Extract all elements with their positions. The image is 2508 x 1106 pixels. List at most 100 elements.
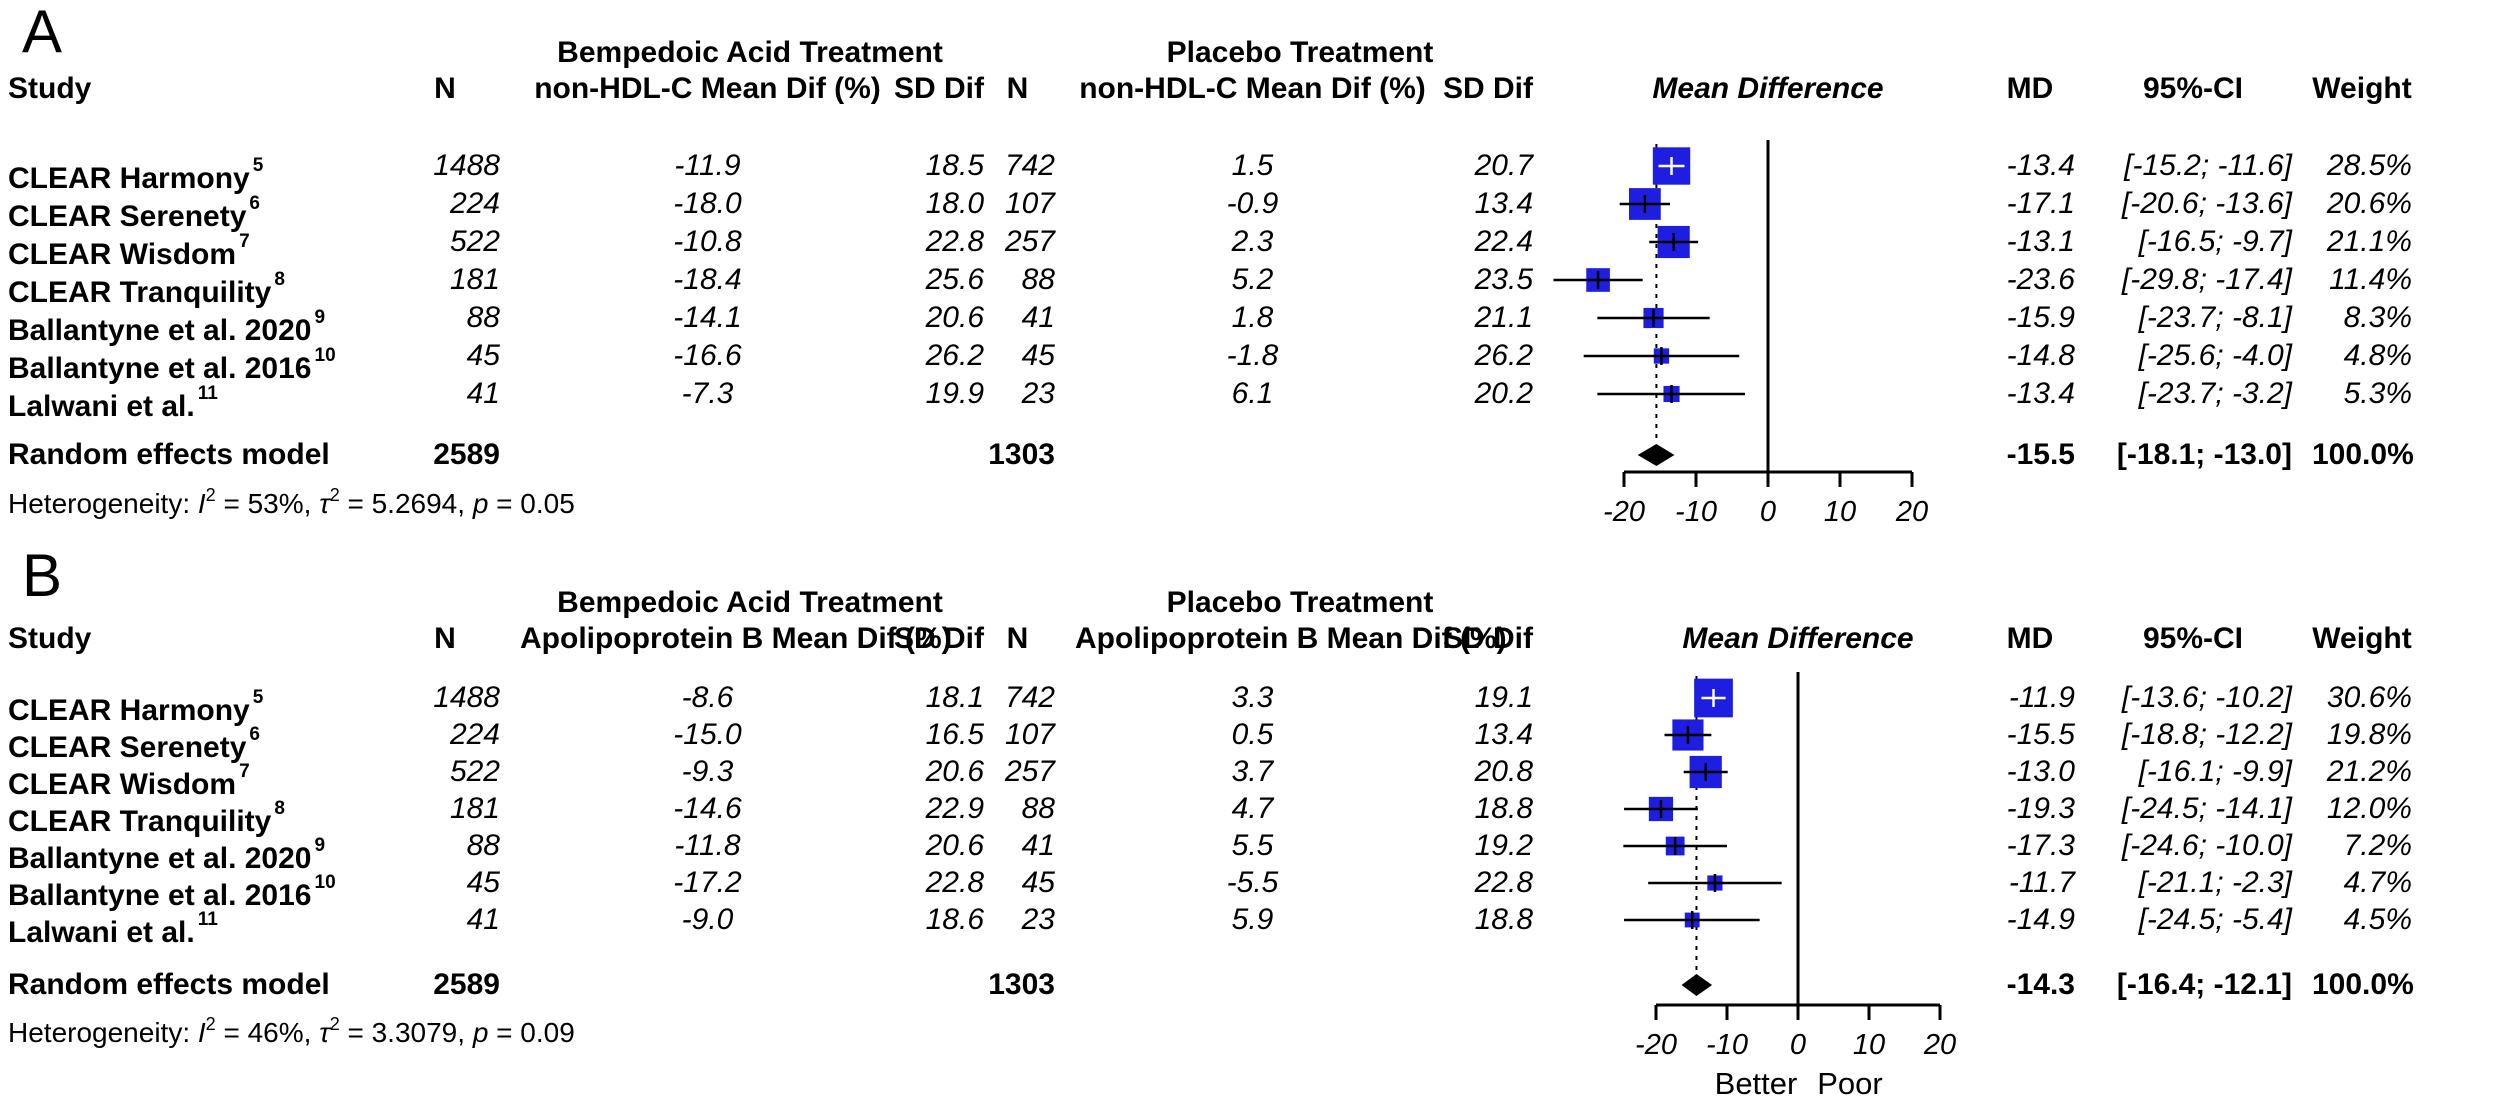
study-name: Ballantyne et al. 2020 9	[8, 827, 390, 875]
ci-value: [-16.1; -9.9]	[2138, 755, 2292, 788]
study-name-text: CLEAR Wisdom	[8, 768, 237, 801]
weight-value: 4.8%	[2343, 339, 2412, 372]
n-treatment-value: 1488	[433, 681, 500, 714]
n-treatment-value: 88	[466, 301, 500, 334]
study-name-text: CLEAR Harmony	[8, 162, 250, 195]
poor-direction-label: Poor	[1817, 1066, 1882, 1101]
n-placebo-value: 107	[1004, 187, 1055, 220]
summary-n-placebo: 1303	[988, 968, 1055, 1001]
mean-dif-treatment-value: -11.8	[674, 829, 741, 862]
sd-dif-placebo-value: 26.2	[1474, 339, 1533, 372]
study-column-header: Study	[8, 622, 92, 655]
heterogeneity-text-part: = 0.09	[488, 1017, 575, 1048]
study-name: CLEAR Tranquility 8	[8, 790, 390, 838]
study-weight-square	[1657, 225, 1690, 259]
n-treatment-value: 88	[466, 829, 500, 862]
heterogeneity-note: Heterogeneity: I2 = 46%, τ2 = 3.3079, p …	[8, 1005, 575, 1048]
sd-dif-treatment-value: 22.8	[925, 866, 984, 899]
md-value: -15.5	[2006, 718, 2075, 751]
study-reference-number: 6	[249, 193, 260, 214]
study-name-text: CLEAR Tranquility	[8, 805, 272, 838]
weight-value: 4.5%	[2343, 903, 2412, 936]
n-treatment-value: 181	[449, 263, 500, 296]
study-name-text: CLEAR Harmony	[8, 694, 250, 727]
study-name: Ballantyne et al. 2016 10	[8, 864, 390, 912]
n-placebo-value: 257	[1004, 755, 1055, 788]
ci-value: [-16.5; -9.7]	[2138, 225, 2292, 258]
mean-dif-placebo-value: 3.3	[1231, 681, 1274, 714]
study-name-text: CLEAR Wisdom	[8, 238, 237, 271]
heterogeneity-text-part: = 0.05	[488, 488, 575, 519]
study-row: Ballantyne et al. 2016 10 45 -17.2 22.8 45 -5.…	[0, 864, 2508, 912]
heterogeneity-text-part: τ	[319, 488, 330, 519]
weight-value: 8.3%	[2343, 301, 2412, 334]
weight-value: 28.5%	[2326, 149, 2412, 182]
n-placebo-column-header: N	[1006, 622, 1029, 655]
ci-value: [-15.2; -11.6]	[2124, 149, 2292, 182]
heterogeneity-text-part: p	[472, 488, 489, 519]
sd-dif-treatment-value: 22.9	[925, 792, 984, 825]
summary-diamond	[1637, 444, 1675, 466]
study-name: CLEAR Tranquility 8	[8, 261, 390, 309]
study-weight-square	[1652, 147, 1691, 185]
mean-dif-placebo-value: 6.1	[1231, 377, 1274, 410]
mean-dif-placebo-value: 5.2	[1231, 263, 1274, 296]
heterogeneity-text-part: = 5.2694,	[339, 488, 473, 519]
md-column-header: MD	[2006, 72, 2054, 105]
md-value: -17.3	[2006, 829, 2075, 862]
n-treatment-value: 181	[449, 792, 500, 825]
mean-dif-treatment-value: -14.1	[673, 301, 742, 334]
mean-dif-placebo-value: -0.9	[1226, 187, 1279, 220]
sd-dif-treatment-value: 19.9	[925, 377, 984, 410]
study-weight-square	[1653, 348, 1670, 364]
n-treatment-value: 45	[466, 339, 500, 372]
study-weight-square	[1684, 912, 1700, 928]
summary-weight-value: 100.0%	[2312, 438, 2414, 471]
mean-dif-placebo-value: 1.8	[1231, 301, 1274, 334]
md-value: -13.4	[2006, 377, 2075, 410]
summary-row: Random effects model 2589 1303 -15.5 [-18.1;…	[0, 436, 2508, 474]
sd-dif-placebo-value: 18.8	[1474, 792, 1533, 825]
sd-dif-treatment-value: 20.6	[925, 829, 984, 862]
x-axis-tick-label: -10	[1675, 496, 1717, 528]
study-name-text: Ballantyne et al. 2020	[8, 842, 312, 875]
sd-dif-placebo-value: 20.8	[1474, 755, 1533, 788]
mean-dif-placebo-value: -1.8	[1226, 339, 1279, 372]
treatment-group-header: Bempedoic Acid Treatment	[557, 586, 943, 619]
ci-value: [-23.7; -8.1]	[2138, 301, 2292, 334]
mean-dif-treatment-value: -7.3	[681, 377, 734, 410]
n-treatment-value: 522	[449, 225, 500, 258]
x-axis-tick-label: 20	[1895, 496, 1928, 528]
study-weight-square	[1643, 307, 1664, 329]
ci-value: [-24.5; -14.1]	[2121, 792, 2292, 825]
heterogeneity-text-part: = 53%,	[215, 488, 320, 519]
summary-diamond	[1681, 974, 1713, 996]
study-name-text: CLEAR Serenety	[8, 200, 247, 233]
study-row: Ballantyne et al. 2016 10 45 -16.6 26.2 45 -1.…	[0, 337, 2508, 385]
weight-value: 4.7%	[2343, 866, 2412, 899]
n-placebo-value: 41	[1021, 829, 1055, 862]
mean-dif-placebo-value: 2.3	[1231, 225, 1274, 258]
x-axis-tick-label: 10	[1824, 496, 1856, 528]
mean-dif-treatment-value: -17.2	[673, 866, 742, 899]
study-name-text: CLEAR Tranquility	[8, 276, 272, 309]
study-name-text: Ballantyne et al. 2020	[8, 314, 312, 347]
n-placebo-value: 88	[1021, 263, 1055, 296]
heterogeneity-text-part: = 46%,	[215, 1017, 320, 1048]
md-value: -13.1	[2006, 225, 2075, 258]
column-header-row: Study N Apolipoprotein B Mean Dif (%) SD Di…	[0, 620, 2508, 658]
study-name: CLEAR Serenety 6	[8, 716, 390, 764]
ci-value: [-25.6; -4.0]	[2138, 339, 2292, 372]
study-reference-number: 8	[274, 269, 285, 290]
mean-dif-placebo-value: 1.5	[1231, 149, 1274, 182]
study-name: CLEAR Serenety 6	[8, 185, 390, 233]
n-placebo-value: 257	[1004, 225, 1055, 258]
study-weight-square	[1665, 836, 1685, 856]
weight-value: 7.2%	[2343, 829, 2412, 862]
sd-dif-placebo-value: 20.7	[1474, 149, 1533, 182]
study-weight-square	[1586, 268, 1610, 292]
study-row: CLEAR Wisdom 7 522 -10.8 22.8 257 2.3 22.4 -13.1…	[0, 223, 2508, 271]
summary-md-value: -14.3	[2006, 968, 2075, 1001]
summary-ci-value: [-16.4; -12.1]	[2116, 968, 2292, 1001]
